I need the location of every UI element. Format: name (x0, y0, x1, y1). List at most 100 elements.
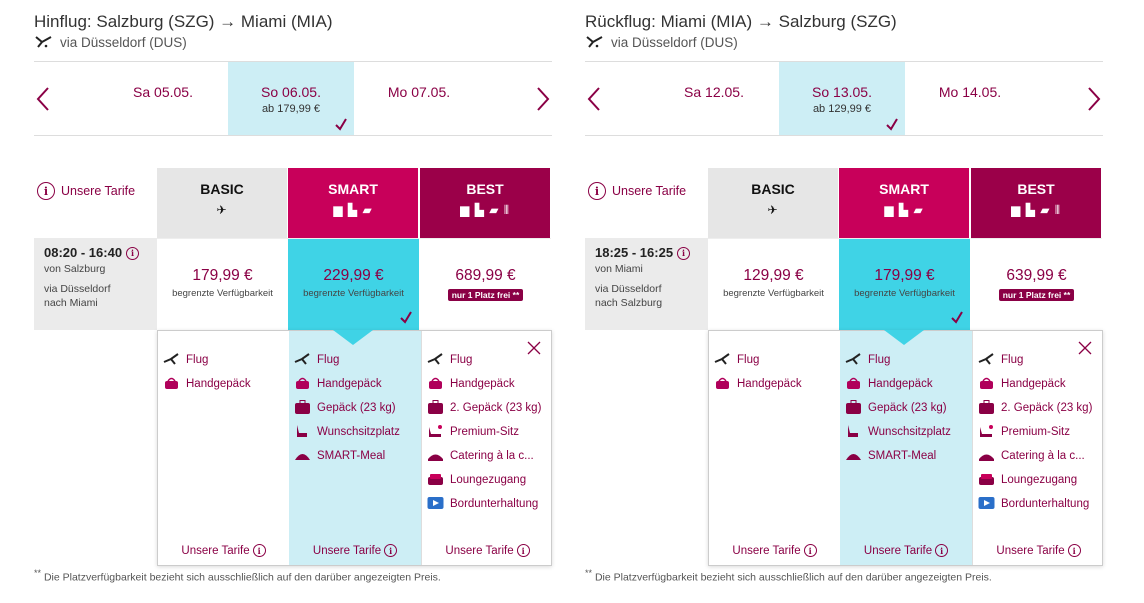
date-option-selected[interactable]: So 13.05. ab 129,99 € (779, 62, 905, 135)
handbag-icon (427, 376, 444, 393)
catering-icon (427, 448, 444, 465)
date-price: ab 179,99 € (261, 103, 321, 115)
outbound-via: via Düsseldorf (DUS) (34, 34, 187, 50)
seat-icon (845, 424, 862, 441)
chevron-left-icon[interactable] (34, 86, 54, 112)
flight-via: via Düsseldorf (44, 283, 111, 295)
tariffs-info-link[interactable]: i Unsere Tarife (588, 182, 686, 200)
chevron-right-icon[interactable] (532, 86, 552, 112)
feature-seat: Wunschsitzplatz (294, 420, 421, 444)
availability-badge: nur 1 Platz frei ** (447, 289, 524, 301)
feature-handbag: Handgepäck (163, 372, 289, 396)
feature-catering: Catering à la c... (978, 444, 1104, 468)
plane-icon (978, 352, 995, 369)
plane-icon: ✈ (216, 203, 228, 217)
tariffs-info-link[interactable]: Unsere Tarife i (422, 544, 553, 557)
checkmark-icon (335, 118, 347, 131)
suitcase-icon (427, 399, 444, 417)
feature-lounge: Loungezugang (427, 468, 553, 492)
chevron-right-icon[interactable] (1083, 86, 1103, 112)
tariff-features-icon: ▆ ▙ ▰ ⫴ (460, 203, 510, 217)
flight-info: 08:20 - 16:40 i von Salzburg via Düsseldo… (34, 238, 157, 330)
tariff-header-smart: SMART ▆ ▙ ▰ (288, 168, 418, 238)
plane-icon (845, 352, 862, 369)
handbag-icon (845, 376, 862, 393)
details-smart: Flug Handgepäck Gepäck (23 kg) Wunschsitzpl… (840, 331, 972, 565)
feature-premium-seat: Premium-Sitz (978, 420, 1104, 444)
handbag-icon (714, 376, 731, 393)
info-icon[interactable]: i (126, 246, 140, 260)
feature-catering: Catering à la c... (427, 444, 553, 468)
feature-lounge: Loungezugang (978, 468, 1104, 492)
tariffs-info-link[interactable]: Unsere Tarife i (973, 544, 1104, 557)
feature-suitcase: Gepäck (23 kg) (294, 396, 421, 420)
tariffs-info-link[interactable]: Unsere Tarife i (840, 544, 972, 557)
catering-icon (978, 448, 995, 465)
tariffs-info-link[interactable]: i Unsere Tarife (37, 182, 135, 200)
plane-icon (163, 352, 180, 369)
footnote: ** Die Platzverfügbarkeit bezieht sich a… (34, 568, 441, 584)
feature-plane: Flug (978, 348, 1104, 372)
plane-icon (294, 352, 311, 369)
price-basic[interactable]: 129,99 € begrenzte Verfügbarkeit (708, 238, 839, 330)
price-basic[interactable]: 179,99 € begrenzte Verfügbarkeit (157, 238, 288, 330)
details-smart: Flug Handgepäck Gepäck (23 kg) Wunschsitzpl… (289, 331, 421, 565)
tariff-header-best: BEST ▆ ▙ ▰ ⫴ (971, 168, 1101, 238)
tariff-features-icon: ▆ ▙ ▰ (884, 203, 924, 217)
footnote: ** Die Platzverfügbarkeit bezieht sich a… (585, 568, 992, 584)
price-smart-selected[interactable]: 229,99 € begrenzte Verfügbarkeit (288, 238, 419, 330)
tariffs-info-link[interactable]: Unsere Tarife i (289, 544, 421, 557)
info-icon: i (588, 182, 606, 200)
tariff-header-smart: SMART ▆ ▙ ▰ (839, 168, 969, 238)
via-label: via Düsseldorf (DUS) (611, 34, 738, 50)
info-icon: i (516, 544, 530, 557)
feature-handbag: Handgepäck (294, 372, 421, 396)
close-icon[interactable] (527, 341, 541, 355)
info-icon[interactable]: i (677, 246, 691, 260)
via-label: via Düsseldorf (DUS) (60, 34, 187, 50)
chevron-left-icon[interactable] (585, 86, 605, 112)
feature-handbag: Handgepäck (427, 372, 553, 396)
feature-meal: SMART-Meal (845, 444, 972, 468)
suitcase-icon (978, 399, 995, 417)
price-smart-selected[interactable]: 179,99 € begrenzte Verfügbarkeit (839, 238, 970, 330)
details-best: Flug Handgepäck 2. Gepäck (23 kg) Premium-S… (972, 331, 1104, 565)
seat-icon (294, 424, 311, 441)
outbound-title: Hinflug: Salzburg (SZG) → Miami (MIA) (34, 12, 333, 31)
tariff-header-basic: BASIC ✈ (157, 168, 287, 238)
price-best[interactable]: 689,99 € nur 1 Platz frei ** (420, 238, 551, 330)
date-option[interactable]: Sa 12.05. (684, 84, 744, 100)
plane-icon (427, 352, 444, 369)
meal-icon (845, 448, 862, 465)
feature-premium-seat: Premium-Sitz (427, 420, 553, 444)
details-best: Flug Handgepäck 2. Gepäck (23 kg) Premium-S… (421, 331, 553, 565)
meal-icon (294, 448, 311, 465)
entertainment-icon (427, 496, 444, 513)
tariffs-info-link[interactable]: Unsere Tarife i (158, 544, 289, 557)
date-option[interactable]: Sa 05.05. (133, 84, 193, 100)
tariffs-info-link[interactable]: Unsere Tarife i (709, 544, 840, 557)
close-icon[interactable] (1078, 341, 1092, 355)
date-option-selected[interactable]: So 06.05. ab 179,99 € (228, 62, 354, 135)
selection-pointer (333, 330, 373, 345)
stopover-plane-icon (35, 36, 52, 48)
flight-info: 18:25 - 16:25 i von Miami via Düsseldorf … (585, 238, 708, 330)
feature-entertainment: Bordunterhaltung (978, 492, 1104, 516)
details-basic: Flug Handgepäck Unsere Tarife i (709, 331, 841, 565)
flight-from: von Salzburg (44, 263, 106, 275)
flight-from: von Miami (595, 263, 643, 275)
feature-entertainment: Bordunterhaltung (427, 492, 553, 516)
return-via: via Düsseldorf (DUS) (585, 34, 738, 50)
feature-plane: Flug (163, 348, 289, 372)
lounge-icon (427, 472, 444, 489)
date-option[interactable]: Mo 14.05. (938, 84, 1002, 100)
date-option[interactable]: Mo 07.05. (387, 84, 451, 100)
premium-seat-icon (427, 424, 444, 441)
feature-seat: Wunschsitzplatz (845, 420, 972, 444)
tariff-features-icon: ▆ ▙ ▰ (333, 203, 373, 217)
feature-plane: Flug (845, 348, 972, 372)
availability-badge: nur 1 Platz frei ** (998, 289, 1075, 301)
plane-icon (714, 352, 731, 369)
feature-plane: Flug (427, 348, 553, 372)
price-best[interactable]: 639,99 € nur 1 Platz frei ** (971, 238, 1102, 330)
